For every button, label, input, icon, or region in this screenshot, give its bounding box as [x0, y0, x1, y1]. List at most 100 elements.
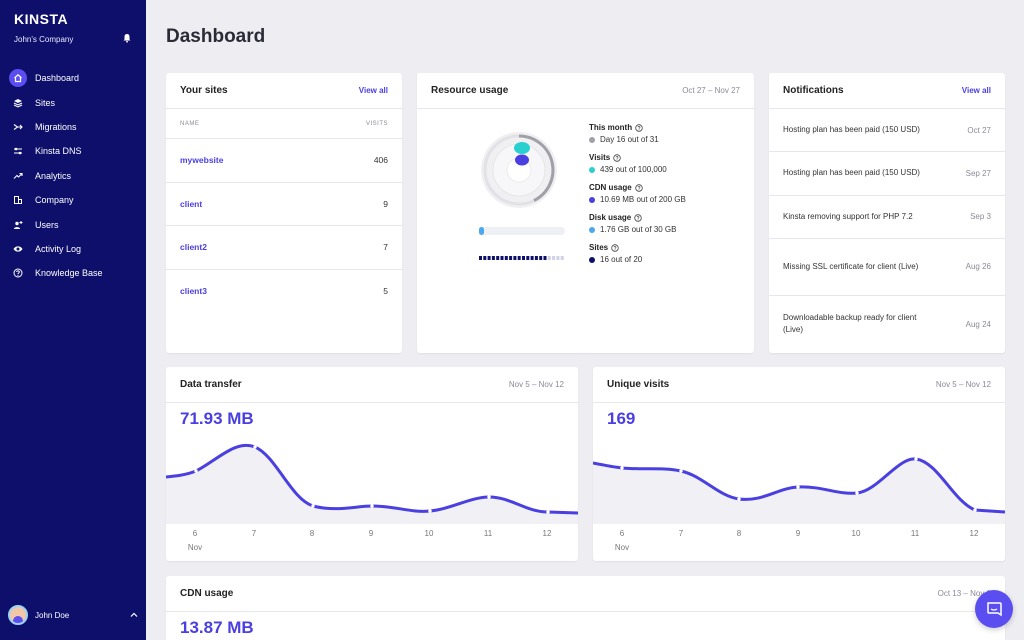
resource-value: Day 16 out of 31	[600, 135, 659, 144]
resource-list: This month Day 16 out of 31 Visits 439 o…	[589, 123, 749, 273]
help-icon[interactable]	[613, 153, 621, 162]
x-axis-label: 10	[424, 529, 434, 538]
help-icon[interactable]	[611, 243, 619, 252]
company-name[interactable]: John's Company	[14, 35, 74, 44]
x-axis-label: 6	[619, 529, 625, 538]
x-axis-label: 11	[910, 529, 920, 538]
visits-blob	[514, 142, 530, 154]
status-dot	[589, 256, 595, 263]
sites-view-all-link[interactable]: View all	[358, 86, 388, 95]
x-axis-label: 9	[368, 529, 374, 538]
resource-value: 10.69 MB out of 200 GB	[600, 195, 686, 204]
table-row[interactable]: client3 5	[166, 270, 402, 314]
sidebar-item-activity-log[interactable]: Activity Log	[0, 237, 146, 261]
chart-point	[796, 485, 800, 489]
x-axis-label: 9	[795, 529, 801, 538]
table-header: NAME VISITS	[166, 109, 402, 139]
sidebar-item-company[interactable]: Company	[0, 188, 146, 212]
notification-text: Missing SSL certificate for client (Live…	[783, 261, 919, 271]
chart-point	[679, 469, 683, 473]
chat-icon	[987, 602, 1002, 617]
chart-point	[487, 495, 491, 499]
sidebar-item-migrations[interactable]: Migrations	[0, 115, 146, 139]
notification-item[interactable]: Hosting plan has been paid (150 USD) Oct…	[769, 109, 1005, 153]
help-icon[interactable]	[634, 183, 643, 192]
disk-usage-fill	[479, 227, 485, 235]
layers-icon	[9, 94, 27, 112]
dns-icon	[9, 142, 27, 160]
sidebar-nav: Dashboard Sites Migrations Kinsta DNS An…	[0, 66, 146, 286]
sidebar-item-label: Migrations	[35, 121, 77, 132]
month-progress-arc	[518, 134, 555, 202]
help-icon[interactable]	[634, 213, 642, 222]
site-visits: 5	[383, 286, 388, 297]
sites-card: Your sites View all NAME VISITS mywebsit…	[166, 73, 402, 353]
home-icon	[9, 69, 27, 88]
x-axis-label: 12	[969, 529, 979, 538]
sites-usage-bar	[479, 256, 564, 260]
kinsta-logo[interactable]: KINSTA	[14, 11, 69, 27]
sidebar-item-label: Users	[35, 219, 59, 230]
site-visits: 406	[373, 155, 388, 166]
sidebar-item-kinsta-dns[interactable]: Kinsta DNS	[0, 139, 146, 163]
unique-visits-date: Nov 5 – Nov 12	[935, 380, 991, 389]
x-axis-label: 7	[678, 529, 684, 538]
notification-item[interactable]: Missing SSL certificate for client (Live…	[769, 239, 1005, 296]
chart-point	[855, 491, 859, 495]
cdn-usage-header: CDN usage Oct 13 – Nov 1	[166, 576, 1005, 612]
notification-date: Sep 3	[970, 212, 991, 222]
data-transfer-chart	[166, 443, 578, 524]
user-menu[interactable]: John Doe	[8, 604, 138, 626]
status-dot	[589, 226, 595, 233]
x-axis-month: Nov	[614, 543, 630, 552]
x-axis-label: 6	[192, 529, 198, 538]
building-icon	[9, 191, 27, 209]
notification-item[interactable]: Kinsta removing support for PHP 7.2 Sep …	[769, 196, 1005, 239]
cdn-blob	[515, 154, 529, 166]
chart-point	[311, 504, 315, 508]
chevron-up-icon[interactable]	[130, 611, 138, 619]
notifications-card-header: Notifications View all	[769, 73, 1005, 109]
help-icon[interactable]	[635, 123, 643, 132]
resource-label: Visits	[589, 153, 611, 162]
resource-card-date: Oct 27 – Nov 27	[682, 86, 740, 95]
site-name[interactable]: client3	[180, 286, 207, 297]
table-row[interactable]: client 9	[166, 183, 402, 226]
sidebar-item-analytics[interactable]: Analytics	[0, 164, 146, 188]
resource-item: Visits 439 out of 100,000	[589, 153, 749, 174]
unique-visits-header: Unique visits Nov 5 – Nov 12	[593, 367, 1005, 403]
notification-text: Downloadable backup ready for client (Li…	[783, 313, 917, 335]
sidebar-item-sites[interactable]: Sites	[0, 90, 146, 114]
notification-item[interactable]: Hosting plan has been paid (150 USD) Sep…	[769, 152, 1005, 196]
x-axis-label: 10	[851, 529, 861, 538]
chat-button[interactable]	[975, 590, 1013, 628]
site-name[interactable]: client	[180, 198, 203, 209]
notification-date: Aug 24	[965, 319, 991, 329]
add-user-icon	[9, 216, 27, 234]
x-axis-label: 8	[736, 529, 742, 538]
notification-date: Aug 26	[965, 262, 991, 272]
sidebar-item-knowledge-base[interactable]: Knowledge Base	[0, 261, 146, 285]
chart-point	[737, 497, 741, 501]
sidebar-item-users[interactable]: Users	[0, 212, 146, 236]
resource-body: This month Day 16 out of 31 Visits 439 o…	[417, 109, 754, 352]
data-transfer-date: Nov 5 – Nov 12	[508, 380, 564, 389]
sidebar-item-label: Dashboard	[35, 73, 80, 84]
resource-label: This month	[589, 123, 633, 132]
table-row[interactable]: mywebsite 406	[166, 139, 402, 183]
notifications-view-all-link[interactable]: View all	[961, 86, 991, 95]
resource-label: Disk usage	[589, 213, 632, 222]
site-name[interactable]: mywebsite	[180, 155, 224, 166]
notification-date: Sep 27	[965, 168, 991, 178]
bell-icon[interactable]	[122, 33, 132, 43]
x-axis-label: 8	[309, 529, 315, 538]
data-transfer-title: Data transfer	[180, 379, 242, 390]
site-name[interactable]: client2	[180, 242, 207, 253]
notification-item[interactable]: Downloadable backup ready for client (Li…	[769, 296, 1005, 353]
chart-point	[428, 509, 432, 513]
sidebar-item-dashboard[interactable]: Dashboard	[0, 66, 146, 90]
cdn-usage-card: CDN usage Oct 13 – Nov 1 13.87 MB	[166, 576, 1005, 640]
site-visits: 7	[383, 242, 388, 253]
table-row[interactable]: client2 7	[166, 226, 402, 270]
resource-item: CDN usage 10.69 MB out of 200 GB	[589, 183, 749, 204]
